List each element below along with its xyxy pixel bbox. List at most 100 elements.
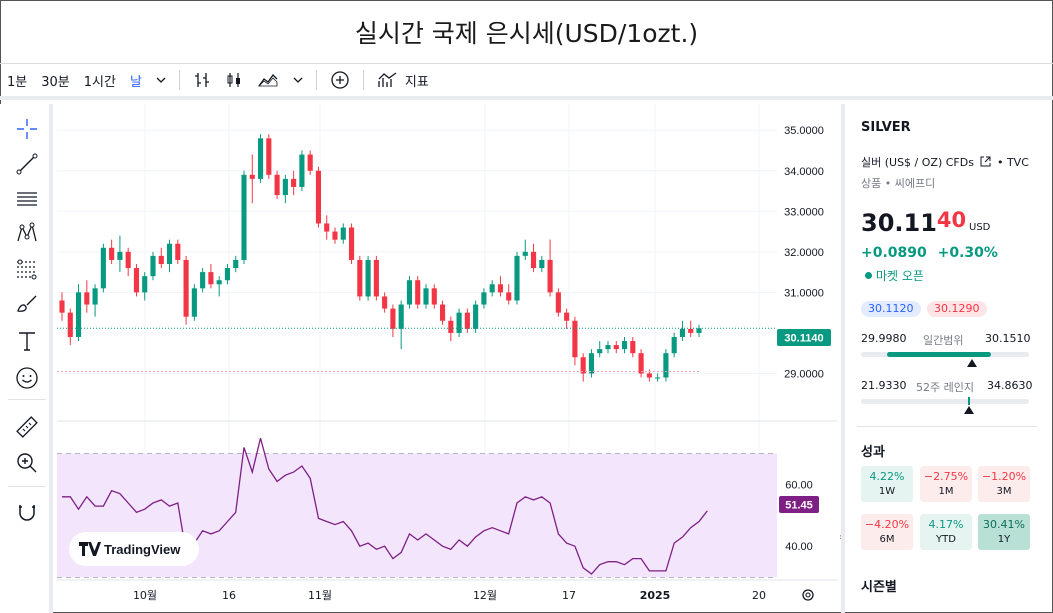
indicators-icon (378, 72, 397, 87)
perf-card-ytd[interactable]: 4.17% YTD (920, 514, 972, 550)
magnet-icon[interactable] (12, 497, 42, 527)
indicators-label: 지표 (404, 74, 429, 90)
candle (514, 251, 520, 305)
interval-1m[interactable]: 1분 (7, 74, 28, 90)
tool-divider (8, 399, 46, 400)
candle (373, 255, 379, 301)
time-tick-label: 10월 (133, 589, 157, 602)
toolbar-divider (362, 70, 364, 90)
candle (125, 247, 131, 277)
time-tick-label: 17 (562, 589, 576, 602)
time-tick-label: 11월 (308, 589, 332, 602)
perf-card-1m[interactable]: −2.75% 1M (920, 466, 972, 502)
page-title: 실시간 국제 은시세(USD/1ozt.) (0, 0, 1053, 64)
day-range-bar (861, 352, 1029, 357)
brush-icon[interactable] (12, 289, 42, 319)
candle (133, 264, 140, 297)
candle (274, 170, 280, 200)
perf-card-3m[interactable]: −1.20% 3M (978, 466, 1030, 502)
chart-settings-icon[interactable] (802, 589, 814, 601)
time-tick-label: 12월 (473, 589, 497, 602)
symbol-category: 상품 • 씨에프디 (861, 177, 936, 190)
time-tick-label: 16 (222, 589, 236, 602)
candle (555, 288, 561, 317)
day-range-high: 30.1510 (985, 332, 1031, 345)
emoji-icon[interactable] (12, 363, 42, 393)
candle (348, 223, 355, 264)
candle (382, 292, 388, 313)
interval-dropdown-icon[interactable] (149, 62, 173, 98)
symbol-ticker[interactable]: SILVER (861, 120, 911, 135)
candle (365, 255, 371, 301)
candle (92, 284, 98, 317)
candle (448, 316, 454, 342)
perf-card-1y[interactable]: 30.41% 1Y (978, 514, 1030, 550)
price-chart[interactable]: 35.0000 34.0000 33.0000 32.0000 31.0000 29.00… (57, 104, 837, 613)
area-chart-type-icon[interactable] (250, 62, 286, 98)
indicators-button[interactable]: 지표 (370, 62, 436, 98)
candle (406, 276, 413, 309)
candle (688, 320, 694, 337)
interval-1h[interactable]: 1시간 (83, 74, 116, 90)
perf-card-1w[interactable]: 4.22% 1W (861, 466, 913, 502)
tradingview-logo-icon (79, 542, 101, 556)
candle (506, 284, 512, 305)
compare-add-icon[interactable] (323, 62, 357, 98)
current-price-label: 30.1140 (784, 333, 823, 345)
candle (291, 170, 297, 196)
perf-card-6m[interactable]: −4.20% 6M (861, 514, 913, 550)
price-last-digits: 40 (936, 208, 967, 232)
candle (530, 243, 537, 273)
candle (332, 227, 338, 244)
candle (564, 308, 570, 329)
chart-type-dropdown-icon[interactable] (286, 62, 310, 98)
panel-divider (857, 426, 1037, 427)
candle (109, 239, 115, 264)
zoom-in-icon[interactable] (12, 448, 42, 478)
candle (324, 215, 330, 240)
trend-line-icon[interactable] (12, 149, 42, 179)
candle (580, 353, 586, 382)
time-axis[interactable]: 10월 16 11월 12월 17 2025 20 (57, 579, 837, 602)
price-tick-label: 29.0000 (784, 368, 824, 380)
pattern-icon[interactable] (12, 219, 42, 249)
candle (398, 300, 404, 350)
interval-day[interactable]: 날 (129, 74, 142, 90)
market-open-dot-icon (865, 272, 872, 279)
candle (605, 341, 611, 354)
interval-30m[interactable]: 30분 (41, 74, 70, 90)
candle (357, 255, 363, 301)
candle-chart-type-icon[interactable] (218, 62, 250, 98)
tradingview-watermark[interactable]: TradingView (69, 532, 199, 566)
candle (464, 308, 470, 333)
52wk-label: 52주 레인지 (916, 381, 974, 394)
crosshair-icon[interactable] (12, 114, 42, 144)
price-tick-label: 35.0000 (784, 125, 824, 137)
market-status: 마켓 오픈 (865, 267, 924, 284)
seasonals-title: 시즌별 (861, 580, 897, 595)
candle (224, 264, 231, 285)
price-axis[interactable]: 35.0000 34.0000 33.0000 32.0000 31.0000 29.00… (784, 125, 824, 380)
candle (497, 276, 504, 297)
candle (315, 166, 322, 228)
candle (208, 264, 214, 289)
ruler-icon[interactable] (12, 412, 42, 442)
candle (481, 288, 487, 309)
horizontal-lines-icon[interactable] (12, 184, 42, 214)
external-link-icon[interactable] (980, 156, 991, 167)
candle (423, 284, 429, 309)
symbol-full-name[interactable]: 실버 (US$ / OZ) CFDs (861, 156, 974, 169)
candle (183, 255, 189, 325)
candle (241, 170, 247, 264)
text-tool-icon[interactable] (12, 326, 42, 356)
fib-retracement-icon[interactable] (12, 254, 42, 284)
candle (233, 255, 239, 273)
bar-chart-type-icon[interactable] (186, 62, 218, 98)
symbol-source: TVC (1006, 156, 1029, 169)
rsi-axis[interactable]: 60.00 40.00 (785, 479, 813, 553)
candle (266, 134, 272, 179)
chart-area[interactable]: 35.0000 34.0000 33.0000 32.0000 31.0000 29.00… (57, 104, 837, 613)
52wk-high: 34.8630 (987, 379, 1033, 392)
candle (539, 255, 545, 273)
candle (655, 373, 661, 382)
